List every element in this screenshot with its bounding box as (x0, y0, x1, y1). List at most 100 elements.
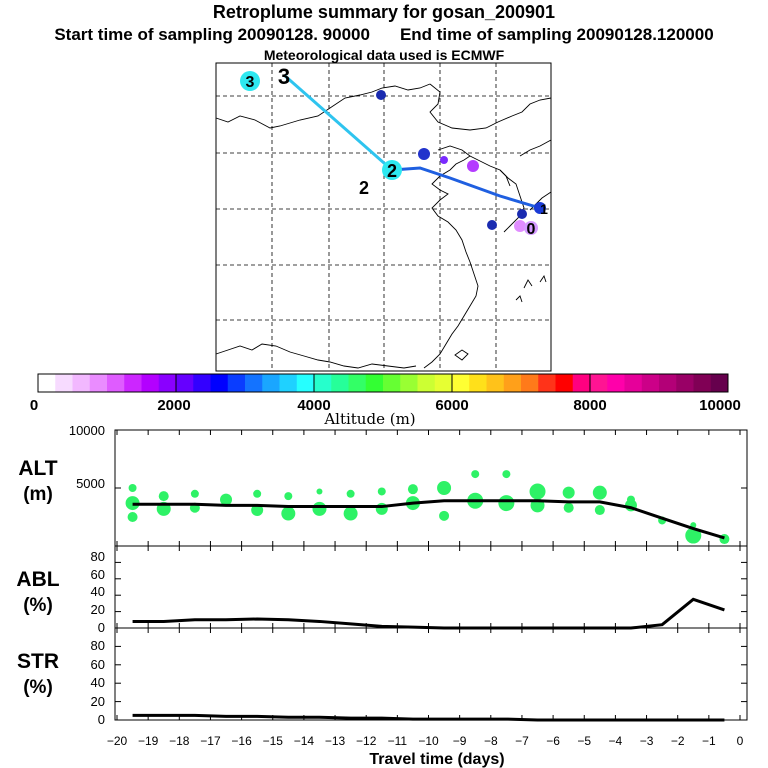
alt-point (594, 505, 605, 516)
colorbar-cell (296, 374, 315, 392)
colorbar-cell (262, 374, 280, 392)
alt-point (312, 501, 327, 516)
colorbar-cell (158, 374, 177, 392)
abl-ytick-label: 20 (91, 602, 105, 617)
alt-point (158, 491, 169, 502)
x-tick-label: −2 (671, 734, 685, 748)
axis-ticks (115, 429, 747, 721)
alt-mean-line (132, 499, 725, 540)
map-marker: 3 (278, 64, 290, 89)
alt-point (343, 506, 358, 521)
colorbar-tick-label: 0 (30, 397, 38, 414)
alt-point (592, 485, 607, 500)
x-tick-label: −7 (515, 734, 529, 748)
colorbar-cell (521, 374, 539, 392)
map-dot (418, 148, 430, 160)
colorbar-cell (193, 374, 211, 392)
colorbar-cell (348, 374, 367, 392)
colorbar-cell (659, 374, 677, 392)
abl-ytick-label: 80 (91, 549, 105, 564)
alt-point (407, 484, 418, 495)
x-tick-labels: −20 −19 −18 −17 −16 −15 −14 −13 −12 −11 … (107, 734, 744, 748)
alt-point (498, 495, 515, 512)
abl-ytick-label: 0 (98, 620, 105, 635)
colorbar-cell (400, 374, 418, 392)
abl-ytick-label: 60 (91, 567, 105, 582)
x-tick-label: −19 (138, 734, 159, 748)
colorbar-tick-label: 8000 (573, 397, 606, 414)
colorbar-cells (38, 374, 729, 392)
alt-point (439, 510, 450, 521)
coastlines (215, 83, 552, 369)
colorbar-cell (227, 374, 246, 392)
colorbar-frame (37, 373, 729, 393)
colorbar: 0 2000 4000 6000 8000 10000 Altitude (m) (30, 373, 741, 428)
colorbar-cell (176, 374, 194, 392)
map-dot (487, 220, 497, 230)
abl-panel-unit: (%) (23, 595, 53, 616)
map-marker: 0 (524, 221, 538, 238)
chart-title: Retroplume summary for gosan_200901 (212, 2, 556, 22)
map-dot (467, 160, 479, 172)
colorbar-cell (383, 374, 401, 392)
alt-point (529, 483, 546, 500)
alt-points (125, 470, 730, 545)
series-lines (132, 499, 725, 722)
str-panel-label: STR (17, 650, 59, 673)
str-ytick-label: 40 (91, 675, 105, 690)
str-panel-frame (114, 627, 748, 721)
alt-point (502, 470, 511, 479)
marker-label: 0 (527, 221, 536, 238)
marker-label: 2 (387, 161, 397, 181)
abl-line (132, 597, 725, 630)
x-tick-label: −1 (702, 734, 716, 748)
x-tick-label: −16 (231, 734, 252, 748)
met-data-text: Meteorological data used is ECMWF (263, 47, 505, 63)
x-tick-label: −5 (577, 734, 591, 748)
x-tick-label: −10 (418, 734, 439, 748)
alt-point (251, 504, 264, 517)
marker-label: 2 (359, 178, 369, 198)
marker-label: 1 (540, 201, 548, 217)
x-tick-label: −17 (200, 734, 221, 748)
colorbar-cell (434, 374, 453, 392)
alt-point (128, 484, 137, 492)
alt-point (253, 489, 262, 498)
trajectory-segment-blue (391, 166, 541, 210)
marker-label: 3 (246, 74, 255, 91)
colorbar-cell (55, 374, 73, 392)
colorbar-cell (607, 374, 625, 392)
alt-panel-unit: (m) (23, 484, 53, 505)
str-panel-unit: (%) (23, 677, 53, 698)
colorbar-cell (417, 374, 436, 392)
colorbar-cell (141, 374, 160, 392)
colorbar-tick-label: 4000 (297, 397, 330, 414)
colorbar-cell (38, 374, 56, 392)
map-dot (514, 220, 526, 232)
map-marker: 1 (534, 201, 548, 217)
x-axis-label: Travel time (days) (369, 751, 504, 768)
alt-point (437, 481, 452, 495)
colorbar-cell (538, 374, 556, 392)
x-tick-label: −4 (609, 734, 623, 748)
colorbar-cell (89, 374, 108, 392)
colorbar-cell (279, 374, 298, 392)
x-tick-label: −9 (453, 734, 467, 748)
x-tick-label: 0 (737, 734, 744, 748)
marker-label: 3 (278, 64, 290, 89)
alt-ytick-label: 5000 (76, 476, 105, 491)
alt-point (685, 527, 702, 544)
x-tick-label: −6 (546, 734, 560, 748)
colorbar-cell (590, 374, 608, 392)
colorbar-cell (469, 374, 487, 392)
colorbar-cell (245, 374, 263, 392)
colorbar-cell (676, 374, 694, 392)
colorbar-tick-label: 10000 (699, 397, 741, 414)
abl-panel-frame (114, 545, 748, 629)
str-ytick-label: 60 (91, 657, 105, 672)
colorbar-cell (452, 374, 470, 392)
colorbar-tick-label: 2000 (157, 397, 190, 414)
sampling-times: Start time of sampling 20090128. 90000 En… (0, 25, 768, 45)
colorbar-label: Altitude (m) (323, 410, 415, 428)
colorbar-cell (314, 374, 332, 392)
